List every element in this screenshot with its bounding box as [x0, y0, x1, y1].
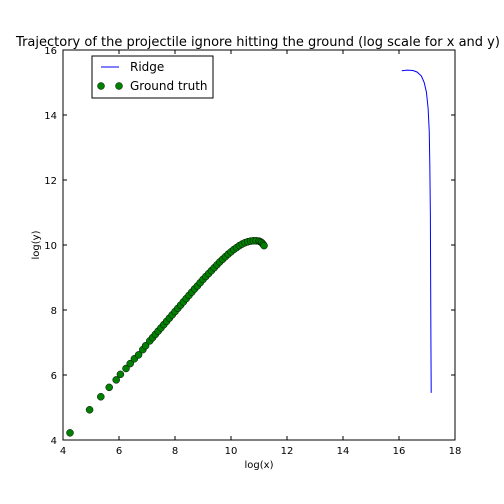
chart-title: Trajectory of the projectile ignore hitt… — [15, 35, 500, 50]
x-tick-label: 6 — [116, 446, 122, 457]
x-tick-label: 18 — [449, 446, 462, 457]
data-point-ground-truth — [116, 370, 125, 379]
series-layer — [66, 69, 432, 437]
y-axis: 4 6 8 10 12 14 16 — [44, 46, 455, 447]
x-tick-label: 16 — [393, 446, 406, 457]
legend-label-ridge: Ridge — [130, 60, 164, 74]
x-axis-label: log(x) — [245, 460, 274, 471]
x-tick-label: 4 — [60, 446, 66, 457]
legend-label-ground-truth: Ground truth — [130, 79, 208, 93]
x-tick-label: 12 — [281, 446, 294, 457]
data-point-ground-truth — [85, 406, 94, 414]
x-axis: 4 6 8 10 12 14 16 18 — [60, 50, 462, 457]
x-tick-label: 10 — [225, 446, 238, 457]
y-tick-label: 10 — [44, 241, 57, 252]
data-point-ground-truth — [105, 383, 113, 392]
y-axis-label: log(y) — [31, 230, 42, 259]
legend-box — [91, 55, 214, 99]
data-point-ground-truth — [260, 241, 268, 250]
y-tick-label: 6 — [51, 371, 57, 382]
data-point-ground-truth — [97, 393, 105, 401]
data-point-ground-truth — [141, 342, 150, 350]
x-tick-label: 8 — [172, 446, 178, 457]
x-tick-label: 14 — [337, 446, 350, 457]
data-point-ground-truth — [134, 351, 143, 359]
y-tick-label: 16 — [44, 46, 57, 57]
data-point-ground-truth — [122, 364, 130, 373]
y-tick-label: 8 — [51, 306, 57, 317]
y-tick-label: 4 — [51, 436, 57, 447]
legend-marker-swatch — [115, 82, 123, 90]
legend: Ridge Ground truth — [91, 55, 214, 99]
legend-marker-swatch — [97, 82, 105, 90]
y-tick-label: 14 — [44, 111, 57, 122]
series-line-ridge — [401, 69, 432, 393]
data-point-ground-truth — [126, 359, 134, 368]
y-tick-label: 12 — [44, 176, 57, 187]
data-point-ground-truth — [66, 429, 74, 437]
data-point-ground-truth — [112, 376, 120, 384]
